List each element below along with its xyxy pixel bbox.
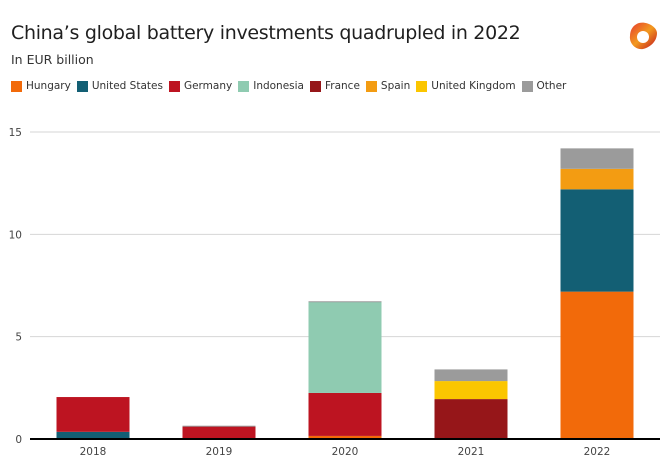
bar-segment-2021-other <box>434 369 508 382</box>
bar-segment-2018-united-states <box>56 431 130 439</box>
legend-item-germany: Germany <box>168 80 233 92</box>
bar-segment-2022-hungary <box>560 291 634 439</box>
bar-segment-2022-spain <box>560 168 634 190</box>
legend-label: France <box>325 80 360 92</box>
legend-label: Spain <box>380 80 411 92</box>
y-tick-label: 15 <box>9 127 22 139</box>
legend-label: Hungary <box>26 80 71 92</box>
legend-swatch <box>76 80 88 92</box>
legend-swatch <box>238 80 250 92</box>
bar-segment-2020-indonesia <box>308 301 382 393</box>
legend-label: Other <box>536 80 567 92</box>
y-tick-label: 0 <box>15 434 22 446</box>
y-tick-label: 5 <box>15 332 22 344</box>
x-tick-label: 2022 <box>584 446 611 458</box>
legend-item-hungary: Hungary <box>11 80 71 92</box>
legend-item-other: Other <box>521 80 567 92</box>
legend-label: Germany <box>183 80 233 92</box>
legend-item-france: France <box>310 80 360 92</box>
legend-label: Indonesia <box>253 80 304 92</box>
bar-segment-2020-other <box>308 301 382 303</box>
bar-segment-2020-germany <box>308 392 382 436</box>
legend-swatch <box>416 80 428 92</box>
bar-segment-2021-united-kingdom <box>434 381 508 400</box>
bar-segment-2022-other <box>560 148 634 169</box>
legend-swatch <box>521 80 533 92</box>
x-tick-label: 2020 <box>332 446 359 458</box>
chart-title: China’s global battery investments quadr… <box>11 22 521 44</box>
bar-segment-2019-germany <box>182 426 256 439</box>
x-tick-label: 2018 <box>80 446 107 458</box>
x-tick-label: 2019 <box>206 446 233 458</box>
chart-legend: Hungary United States Germany Indonesia Fran… <box>11 80 572 92</box>
legend-label: United Kingdom <box>431 80 516 92</box>
bar-segment-2022-united-states <box>560 189 634 292</box>
legend-item-spain: Spain <box>365 80 411 92</box>
chart-subtitle: In EUR billion <box>11 52 94 67</box>
legend-swatch <box>365 80 377 92</box>
brand-logo-icon <box>629 22 657 50</box>
x-tick-label: 2021 <box>458 446 485 458</box>
bar-segment-2020-hungary <box>308 435 382 439</box>
legend-label: United States <box>91 80 163 92</box>
legend-item-united-states: United States <box>76 80 163 92</box>
bar-segment-2021-france <box>434 399 508 439</box>
legend-swatch <box>11 80 22 92</box>
y-tick-label: 10 <box>9 229 22 241</box>
legend-item-indonesia: Indonesia <box>238 80 304 92</box>
legend-swatch <box>168 80 180 92</box>
bar-segment-2018-germany <box>56 397 130 432</box>
legend-swatch <box>310 80 321 92</box>
bar-segment-2019-other <box>182 425 256 427</box>
legend-item-united-kingdom: United Kingdom <box>416 80 516 92</box>
